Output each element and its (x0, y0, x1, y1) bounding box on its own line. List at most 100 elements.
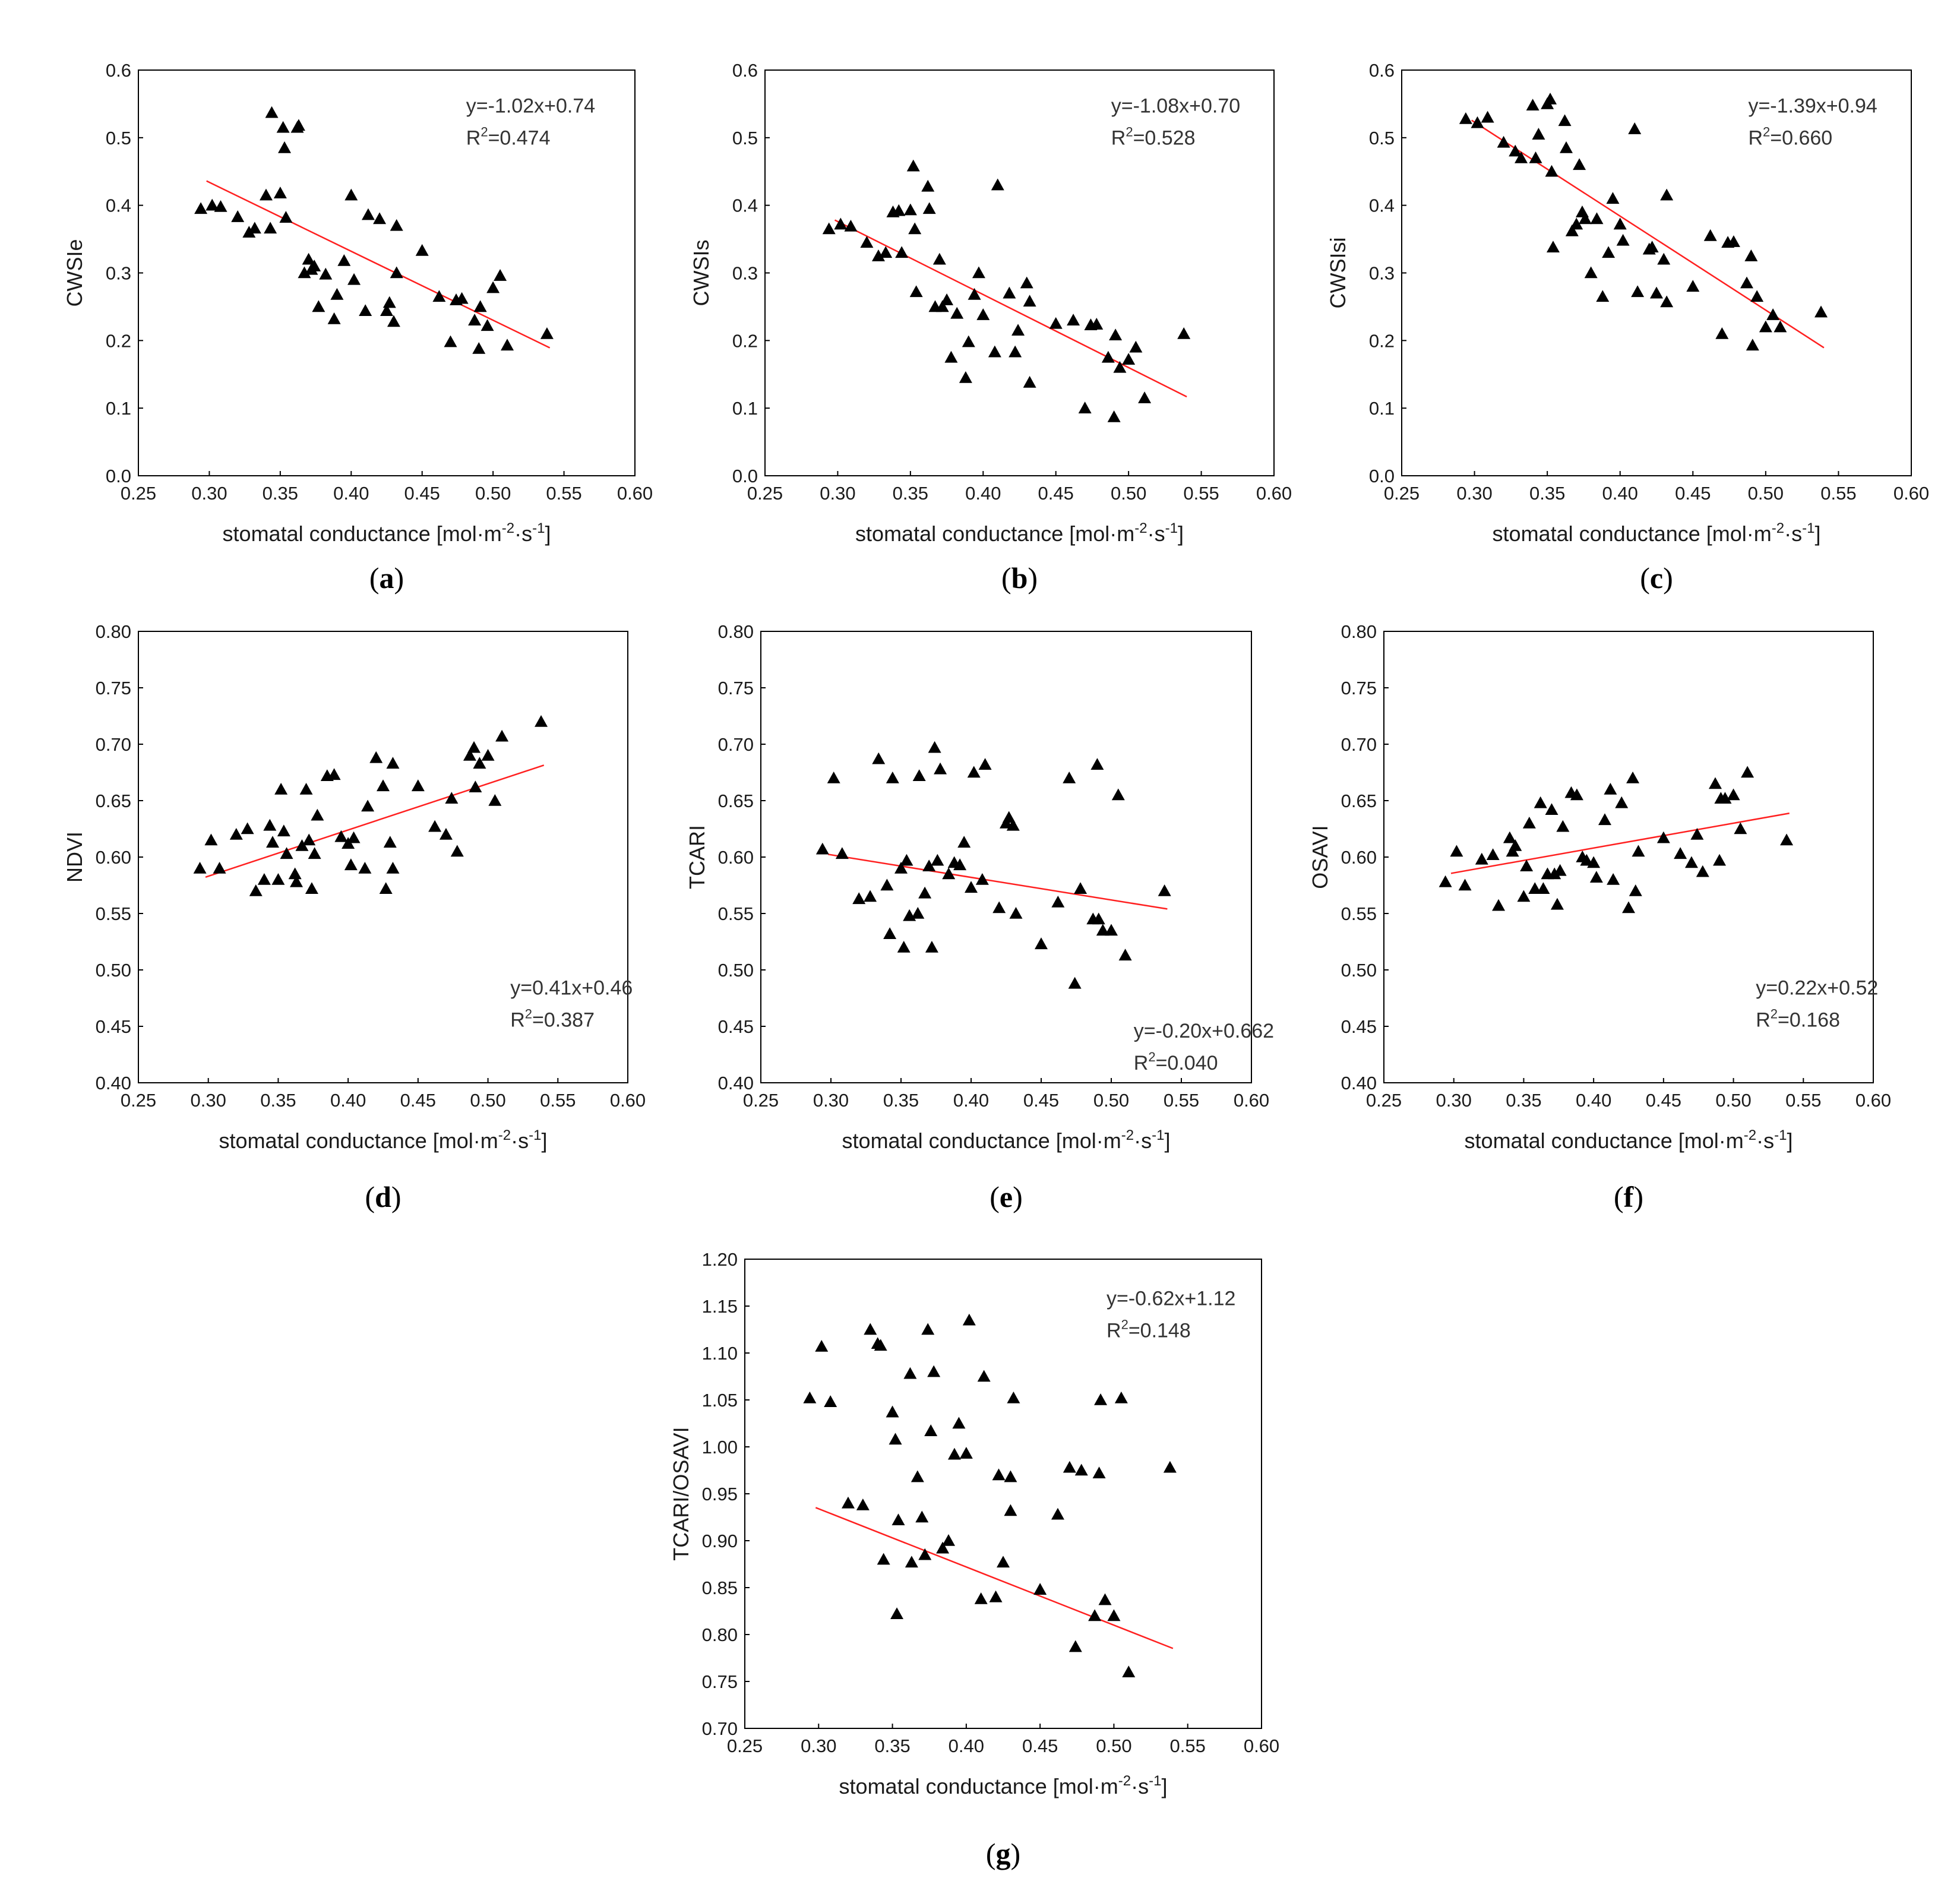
data-point-triangle (944, 350, 958, 363)
data-point-triangle (1475, 852, 1488, 865)
y-tick-label: 1.15 (702, 1296, 738, 1317)
data-point-triangle (1613, 217, 1627, 230)
data-point-triangle (992, 901, 1006, 913)
data-point-triangle (390, 266, 403, 279)
data-point-triangle (1105, 924, 1118, 936)
data-point-triangle (1090, 318, 1104, 330)
data-point-triangle (1696, 865, 1709, 877)
data-point-triangle (962, 335, 975, 347)
data-point-triangle (1622, 901, 1635, 913)
y-axis-label: CWSIs (689, 240, 713, 306)
data-point-triangle (1009, 907, 1023, 919)
data-point-triangle (265, 106, 279, 118)
data-point-triangle (1450, 845, 1463, 857)
x-tick-label: 0.50 (1111, 483, 1146, 504)
y-tick-label: 0.0 (732, 466, 758, 486)
x-tick-label: 0.50 (475, 483, 511, 504)
data-point-triangle (1051, 1507, 1064, 1520)
x-tick-label: 0.45 (1038, 483, 1074, 504)
r-squared-label: R2=0.660 (1748, 125, 1832, 150)
y-tick-label: 0.50 (96, 960, 131, 981)
data-point-triangle (1458, 878, 1472, 891)
data-point-triangle (936, 1541, 950, 1554)
data-point-triangle (835, 847, 849, 859)
x-tick-label: 0.25 (121, 483, 156, 504)
data-point-triangle (292, 119, 305, 131)
data-point-triangle (1517, 890, 1531, 902)
data-point-triangle (1587, 856, 1601, 868)
data-point-triangle (912, 769, 926, 781)
data-point-triangle (1606, 192, 1620, 204)
data-point-triangle (886, 772, 899, 783)
data-point-triangle (877, 1553, 890, 1565)
x-tick-label: 0.35 (1506, 1090, 1541, 1111)
data-point-triangle (1522, 817, 1536, 829)
y-tick-label: 0.90 (702, 1531, 738, 1551)
data-point-triangle (1660, 295, 1674, 308)
data-point-triangle (206, 198, 219, 211)
data-point-triangle (988, 345, 1001, 358)
y-tick-label: 0.70 (718, 734, 754, 755)
data-point-triangle (1486, 848, 1500, 860)
data-point-triangle (803, 1391, 817, 1403)
data-point-triangle (1023, 375, 1036, 388)
chart-panel-d: 0.25 0.30 0.35 0.40 0.45 0.50 0.55 0.60 0.40 0.45… (62, 621, 646, 1213)
data-point-triangle (264, 222, 277, 234)
r-squared-label: R2=0.148 (1107, 1317, 1191, 1342)
data-point-triangle (1715, 327, 1729, 339)
data-point-triangle (1529, 151, 1542, 163)
data-point-triangle (991, 178, 1004, 191)
chart-panel-f: 0.25 0.30 0.35 0.40 0.45 0.50 0.55 0.60 0.40 0.45… (1308, 621, 1891, 1213)
data-point-triangle (889, 1433, 902, 1445)
data-point-triangle (1006, 818, 1020, 831)
data-point-triangle (1023, 295, 1036, 307)
x-tick-label: 0.30 (1436, 1090, 1472, 1111)
x-tick-label: 0.45 (1022, 1736, 1058, 1756)
data-point-triangle (1471, 116, 1484, 128)
data-point-triangle (358, 862, 372, 874)
y-tick-label: 1.20 (702, 1249, 738, 1270)
data-point-triangle (1686, 280, 1700, 292)
data-point-triangle (864, 1323, 877, 1335)
data-point-triangle (1589, 871, 1603, 883)
data-point-triangle (248, 222, 261, 234)
data-point-triangle (445, 792, 459, 804)
data-point-triangle (266, 836, 280, 848)
data-point-triangle (386, 862, 400, 874)
data-point-triangle (883, 927, 897, 939)
x-tick-label: 0.55 (1183, 483, 1219, 504)
x-tick-label: 0.40 (1602, 483, 1638, 504)
data-point-triangle (277, 824, 290, 837)
y-tick-label: 0.0 (106, 466, 131, 486)
chart-panel-a: 0.25 0.30 0.35 0.40 0.45 0.50 0.55 0.60 0.0 0.1 0.… (62, 60, 653, 595)
data-point-triangle (1573, 158, 1586, 170)
y-tick-label: 0.70 (96, 734, 131, 755)
y-axis-label: TCARI/OSAVI (669, 1427, 693, 1560)
regression-line (206, 180, 551, 349)
data-point-triangle (892, 1513, 905, 1526)
data-point-triangle (359, 304, 372, 317)
data-point-triangle (1020, 276, 1033, 289)
x-tick-label: 0.60 (617, 483, 653, 504)
x-tick-label: 0.40 (333, 483, 369, 504)
data-point-triangle (373, 212, 387, 225)
y-tick-label: 0.65 (96, 791, 131, 811)
data-point-triangle (886, 1405, 899, 1418)
data-point-triangle (344, 188, 358, 201)
x-tick-label: 0.55 (1170, 1736, 1206, 1756)
data-point-triangle (273, 186, 287, 198)
x-tick-label: 0.45 (1675, 483, 1711, 504)
y-tick-label: 0.4 (106, 195, 131, 216)
data-point-triangle (1660, 188, 1674, 201)
data-point-triangle (1548, 867, 1561, 880)
data-point-triangle (1033, 1583, 1047, 1595)
data-point-triangle (501, 339, 514, 351)
data-point-triangle (1690, 828, 1704, 840)
x-tick-label: 0.35 (883, 1090, 919, 1111)
data-point-triangle (1780, 833, 1794, 846)
x-axis-label: stomatal conductance [mol·m-2·s-1] (855, 520, 1184, 546)
data-point-triangle (921, 1323, 935, 1335)
data-point-triangle (213, 862, 226, 874)
x-axis-label: stomatal conductance [mol·m-2·s-1] (1465, 1127, 1793, 1153)
x-tick-label: 0.55 (546, 483, 581, 504)
